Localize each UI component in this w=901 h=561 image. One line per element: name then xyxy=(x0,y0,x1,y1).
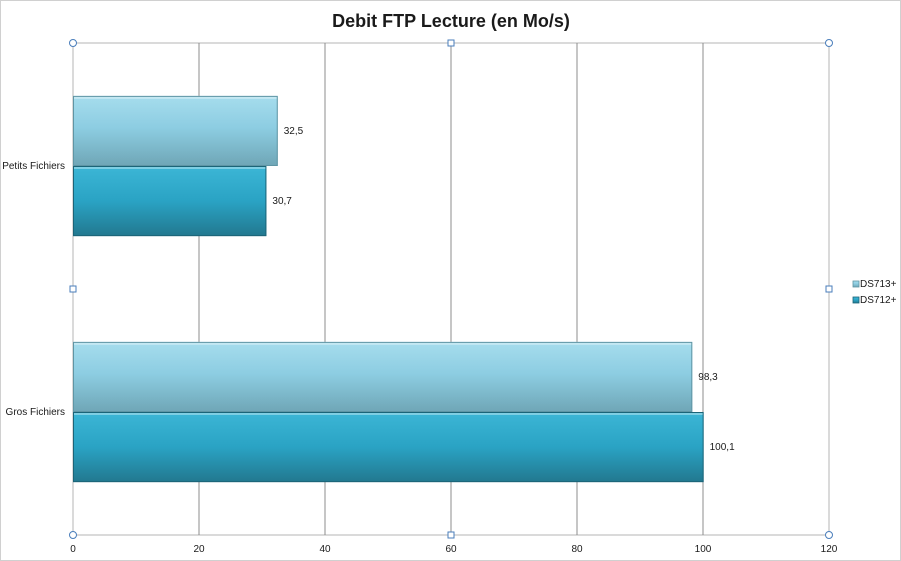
bar-fill xyxy=(73,341,693,412)
x-tick-label: 100 xyxy=(695,544,712,555)
bar-highlight xyxy=(73,95,278,99)
category-label: Gros Fichiers xyxy=(6,407,65,418)
x-tick-label: 120 xyxy=(821,544,838,555)
bar-highlight xyxy=(73,166,267,169)
bar-fill xyxy=(73,166,267,237)
data-label: 100,1 xyxy=(710,442,735,453)
legend-swatch xyxy=(852,280,860,288)
side-handle xyxy=(447,39,455,47)
selection-handles xyxy=(69,39,833,539)
corner-handle xyxy=(825,39,833,47)
x-tick-label: 20 xyxy=(193,544,205,555)
data-label: 32,5 xyxy=(284,126,304,137)
bar-outline xyxy=(73,412,704,483)
bar-highlight xyxy=(73,341,693,345)
corner-handle xyxy=(69,531,77,539)
bar xyxy=(73,95,278,166)
corner-handle xyxy=(825,531,833,539)
bar-outline xyxy=(73,95,278,166)
x-axis-ticks: 0 20 40 60 80 100 120 xyxy=(70,544,838,555)
x-tick-label: 80 xyxy=(571,544,583,555)
legend-label: DS713+ xyxy=(860,279,897,290)
bar-outline xyxy=(73,341,693,413)
data-label: 98,3 xyxy=(698,372,718,383)
side-handle xyxy=(825,285,833,293)
bar xyxy=(73,166,267,237)
bar xyxy=(73,412,704,483)
x-tick-label: 40 xyxy=(319,544,331,555)
bar-outline xyxy=(73,166,267,237)
legend-item: DS712+ xyxy=(852,295,897,306)
chart-title: Debit FTP Lecture (en Mo/s) xyxy=(332,11,570,31)
legend-swatch xyxy=(852,296,860,304)
data-label: 30,7 xyxy=(272,196,292,207)
x-tick-label: 60 xyxy=(445,544,457,555)
bar xyxy=(73,341,693,413)
corner-handle xyxy=(69,39,77,47)
bar-fill xyxy=(73,95,278,166)
bar-fill xyxy=(73,412,704,483)
side-handle xyxy=(69,285,77,293)
legend: DS713+ DS712+ xyxy=(852,279,897,306)
legend-item: DS713+ xyxy=(852,279,897,290)
y-axis-categories: Petits Fichiers Gros Fichiers xyxy=(2,161,65,418)
data-labels: 32,5 30,7 98,3 100,1 xyxy=(272,126,735,453)
bar-highlight xyxy=(73,412,704,415)
legend-label: DS712+ xyxy=(860,295,897,306)
bars xyxy=(73,95,704,483)
x-tick-label: 0 xyxy=(70,544,76,555)
side-handle xyxy=(447,531,455,539)
category-label: Petits Fichiers xyxy=(2,161,65,172)
